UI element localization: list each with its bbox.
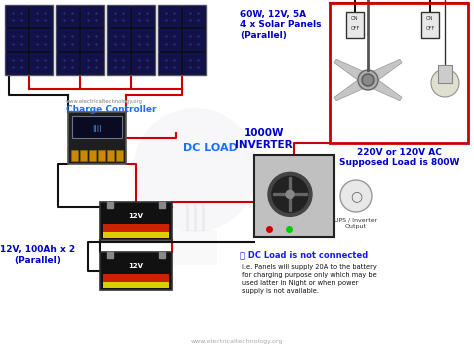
Bar <box>71 150 78 161</box>
Text: ON: ON <box>351 16 359 21</box>
Text: ○: ○ <box>350 189 362 203</box>
Text: 220V or 120V AC
Supposed Load is 800W: 220V or 120V AC Supposed Load is 800W <box>339 148 459 167</box>
Bar <box>159 6 181 27</box>
Bar <box>30 29 52 51</box>
Text: OFF: OFF <box>425 26 435 32</box>
Bar <box>68 112 126 164</box>
Bar <box>132 53 154 74</box>
Polygon shape <box>365 59 402 85</box>
Circle shape <box>340 180 372 212</box>
Text: ⓘ DC Load is not connected: ⓘ DC Load is not connected <box>240 250 368 259</box>
Bar <box>183 53 205 74</box>
Bar <box>183 29 205 51</box>
Bar <box>254 155 334 237</box>
Bar <box>81 6 103 27</box>
Text: 12V, 100Ah x 2
(Parallel): 12V, 100Ah x 2 (Parallel) <box>0 245 75 265</box>
Circle shape <box>133 108 257 232</box>
Bar <box>107 150 114 161</box>
Bar <box>80 150 87 161</box>
Bar <box>30 6 52 27</box>
Bar <box>57 53 79 74</box>
Text: 60W, 12V, 5A
4 x Solar Panels
(Parallel): 60W, 12V, 5A 4 x Solar Panels (Parallel) <box>240 10 321 40</box>
Text: DC LOAD: DC LOAD <box>182 143 237 153</box>
Text: UPS / Inverter
Output: UPS / Inverter Output <box>334 218 378 229</box>
Bar <box>98 150 105 161</box>
Bar <box>56 5 104 75</box>
Bar <box>100 202 172 240</box>
Bar <box>159 53 181 74</box>
Text: www.electricaltechnology.org: www.electricaltechnology.org <box>66 99 143 105</box>
Text: OFF: OFF <box>350 26 360 32</box>
Bar <box>330 3 468 143</box>
Bar <box>81 29 103 51</box>
Circle shape <box>431 69 459 97</box>
Bar <box>132 29 154 51</box>
Text: 12V: 12V <box>128 213 144 219</box>
Bar <box>103 282 169 288</box>
Bar <box>421 12 439 38</box>
Bar <box>6 29 28 51</box>
Bar <box>103 274 169 282</box>
Polygon shape <box>334 75 371 101</box>
Bar <box>6 6 28 27</box>
Bar <box>103 232 169 238</box>
Bar <box>57 6 79 27</box>
Bar <box>100 252 172 290</box>
Circle shape <box>362 74 374 86</box>
Bar <box>173 230 217 265</box>
Circle shape <box>286 190 294 198</box>
Bar <box>57 29 79 51</box>
Bar <box>103 224 169 232</box>
Bar <box>438 65 452 83</box>
Text: ON: ON <box>426 16 434 21</box>
Bar <box>108 6 130 27</box>
Bar <box>132 6 154 27</box>
Bar <box>72 116 122 138</box>
Bar <box>81 53 103 74</box>
Circle shape <box>268 172 312 216</box>
Bar <box>107 5 155 75</box>
Text: 1000W
INVERTER: 1000W INVERTER <box>235 128 293 150</box>
Text: 12V: 12V <box>128 263 144 269</box>
Bar <box>116 150 123 161</box>
Bar <box>346 12 364 38</box>
Bar <box>159 29 181 51</box>
Bar <box>89 150 96 161</box>
Circle shape <box>358 70 378 90</box>
Bar <box>30 53 52 74</box>
Text: www.electricaltechnology.org: www.electricaltechnology.org <box>66 99 143 105</box>
Bar <box>6 53 28 74</box>
Polygon shape <box>365 75 402 101</box>
Text: Charge Controller: Charge Controller <box>66 106 156 114</box>
Bar <box>108 29 130 51</box>
Polygon shape <box>334 59 371 85</box>
Bar <box>5 5 53 75</box>
Bar <box>108 53 130 74</box>
Bar <box>183 6 205 27</box>
Text: ||||: |||| <box>92 125 102 132</box>
Bar <box>158 5 206 75</box>
Text: i.e. Panels will supply 20A to the battery
for charging purpose only which may b: i.e. Panels will supply 20A to the batte… <box>242 264 377 294</box>
Text: www.electricaltechnology.org: www.electricaltechnology.org <box>191 339 283 344</box>
Circle shape <box>272 176 308 212</box>
